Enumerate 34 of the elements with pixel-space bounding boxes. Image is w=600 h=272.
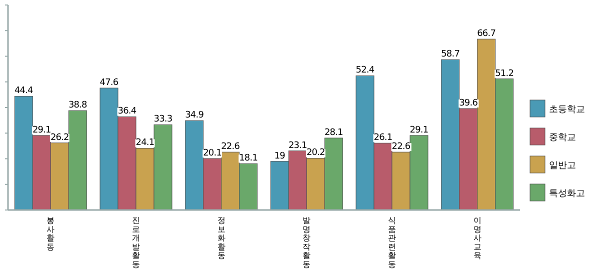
data-label: 20.1 xyxy=(203,148,222,158)
data-label: 44.4 xyxy=(14,86,34,96)
x-tick-label: 식품관련활동 xyxy=(388,216,396,269)
legend-label: 초등학교 xyxy=(549,105,585,115)
legend-label: 특성화고 xyxy=(549,189,585,199)
x-tick-label: 진로개발활동 xyxy=(132,216,140,269)
data-label: 58.7 xyxy=(441,50,460,60)
data-label: 26.1 xyxy=(374,133,392,144)
data-label: 28.1 xyxy=(324,128,343,138)
data-label: 47.6 xyxy=(100,78,119,88)
x-tick-label: 봉사활동 xyxy=(46,216,55,252)
data-label: 22.6 xyxy=(392,142,411,152)
data-label: 29.1 xyxy=(32,125,51,136)
data-label: 66.7 xyxy=(477,29,496,40)
data-label: 20.2 xyxy=(306,148,325,158)
data-label: 39.6 xyxy=(459,98,478,109)
x-tick-label: 이명사교육 xyxy=(473,216,482,260)
data-label: 38.8 xyxy=(68,100,88,111)
data-label: 34.9 xyxy=(185,110,204,121)
legend-label: 중학교 xyxy=(549,133,576,143)
data-label: 22.6 xyxy=(221,142,240,152)
data-label: 24.1 xyxy=(136,138,154,148)
data-label: 23.1 xyxy=(288,140,307,151)
data-label: 36.4 xyxy=(118,106,137,117)
x-tick-label: 발명창작활동 xyxy=(302,216,311,269)
data-label: 26.2 xyxy=(50,132,69,143)
data-label: 18.1 xyxy=(239,154,258,164)
x-tick-label: 정보화활동 xyxy=(217,216,226,260)
data-label: 51.2 xyxy=(495,68,514,79)
data-label: 52.4 xyxy=(356,66,375,76)
data-label: 29.1 xyxy=(410,125,428,136)
data-label: 33.3 xyxy=(154,114,172,125)
data-label: 19 xyxy=(274,151,286,162)
legend-label: 일반고 xyxy=(549,161,576,171)
